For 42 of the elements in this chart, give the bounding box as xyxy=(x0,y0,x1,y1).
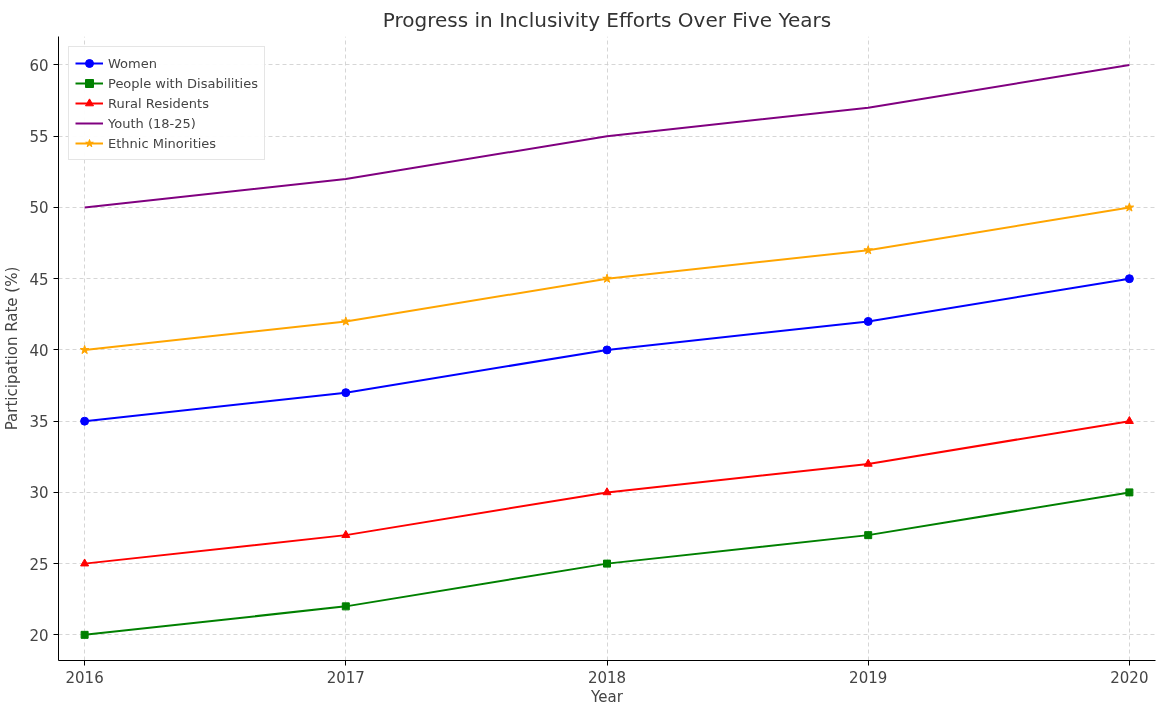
x-tick-label: 2019 xyxy=(849,668,888,687)
point xyxy=(341,316,351,326)
point xyxy=(341,530,351,538)
y-tick-label: 60 xyxy=(29,56,49,75)
point xyxy=(1125,488,1134,497)
y-tick-label: 20 xyxy=(29,626,49,645)
legend-label: Ethnic Minorities xyxy=(108,135,217,151)
y-axis-title: Participation Rate (%) xyxy=(3,266,22,431)
x-tick-label: 2020 xyxy=(1110,668,1149,687)
point xyxy=(863,245,873,255)
x-axis-title: Year xyxy=(590,687,624,706)
point xyxy=(602,345,612,355)
legend-label: People with Disabilities xyxy=(108,75,258,91)
x-tick-label: 2018 xyxy=(587,668,627,687)
point xyxy=(80,416,90,426)
point xyxy=(863,458,873,467)
y-tick-label: 40 xyxy=(29,341,49,360)
y-tick-label: 35 xyxy=(29,413,49,432)
legend-label: Rural Residents xyxy=(108,95,209,111)
point xyxy=(79,344,90,355)
point xyxy=(341,602,350,611)
x-tick-label: 2017 xyxy=(326,668,365,687)
y-tick-label: 55 xyxy=(29,128,49,147)
point xyxy=(602,273,612,283)
point xyxy=(80,630,89,639)
point xyxy=(603,559,611,568)
point xyxy=(80,558,90,567)
chart-title: Progress in Inclusivity Efforts Over Five Years xyxy=(382,7,832,32)
y-tick-label: 25 xyxy=(29,555,49,574)
legend-label: Youth (18-25) xyxy=(108,115,196,131)
y-tick-label: 45 xyxy=(29,270,49,289)
point xyxy=(1124,274,1134,284)
point xyxy=(1124,202,1135,212)
x-tick-label: 2016 xyxy=(65,668,104,687)
point xyxy=(1124,416,1134,424)
legend-label: Women xyxy=(108,55,157,71)
y-tick-label: 50 xyxy=(29,199,49,218)
point xyxy=(864,531,873,540)
point xyxy=(602,487,612,496)
point xyxy=(341,388,351,398)
point xyxy=(863,316,873,326)
y-tick-label: 30 xyxy=(29,484,49,503)
